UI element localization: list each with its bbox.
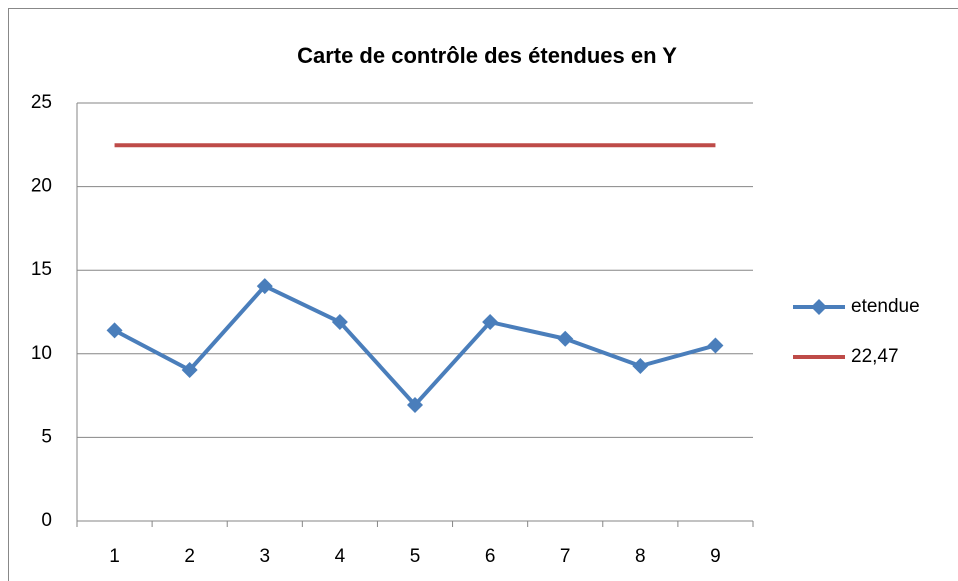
y-tick-label: 25 xyxy=(31,92,52,113)
x-tick-label: 9 xyxy=(710,546,721,567)
marker xyxy=(632,358,649,375)
x-tick-label: 7 xyxy=(560,546,571,567)
marker xyxy=(557,330,574,347)
y-tick-label: 0 xyxy=(41,510,52,531)
legend-label: 22,47 xyxy=(851,346,899,367)
x-tick-label: 8 xyxy=(635,546,646,567)
legend-label: etendue xyxy=(851,296,920,317)
legend-marker xyxy=(811,299,827,315)
chart-border xyxy=(8,8,958,581)
marker xyxy=(256,278,273,295)
marker xyxy=(331,314,348,331)
x-tick-label: 5 xyxy=(410,546,421,567)
chart-title: Carte de contrôle des étendues en Y xyxy=(297,43,677,68)
x-tick-label: 6 xyxy=(485,546,496,567)
marker xyxy=(106,322,123,339)
x-tick-label: 1 xyxy=(109,546,120,567)
x-tick-label: 3 xyxy=(259,546,270,567)
marker xyxy=(707,337,724,354)
x-tick-label: 2 xyxy=(184,546,195,567)
marker xyxy=(181,362,198,379)
x-tick-label: 4 xyxy=(335,546,346,567)
y-tick-label: 10 xyxy=(31,343,52,364)
y-tick-label: 20 xyxy=(31,176,52,197)
y-tick-label: 5 xyxy=(41,426,52,447)
y-tick-label: 15 xyxy=(31,259,52,280)
marker xyxy=(482,314,499,331)
marker xyxy=(407,396,423,413)
